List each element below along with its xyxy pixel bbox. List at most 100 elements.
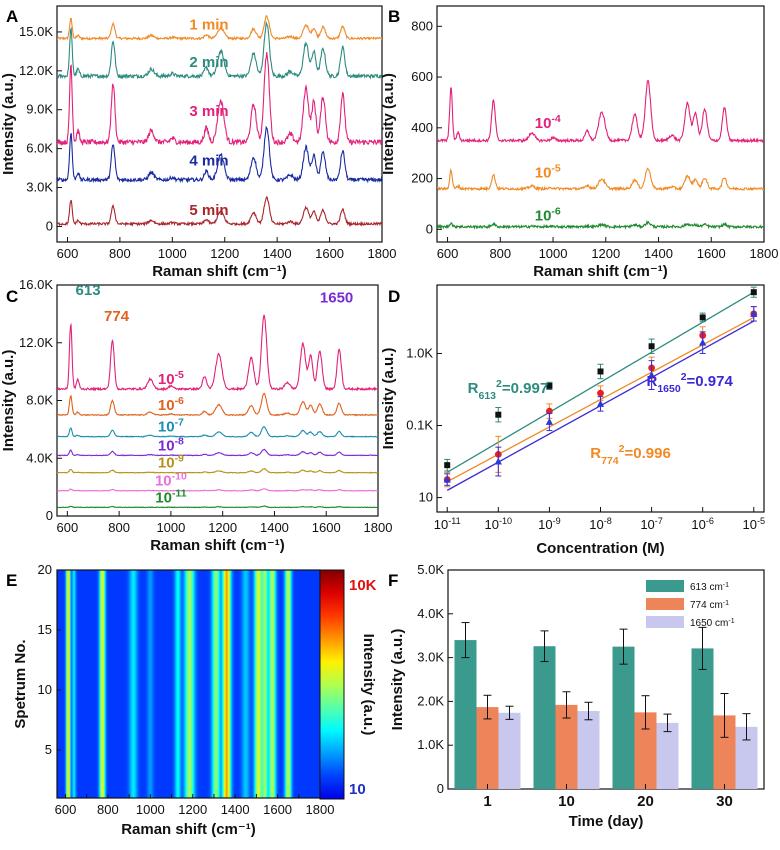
y-axis-title: Intensity (a.u.) (380, 348, 397, 450)
legend-label: 613 cm-1 (690, 582, 729, 594)
data-point (443, 475, 451, 483)
r-squared-label: R6132=0.997 (468, 378, 549, 402)
x-tick-label: 1800 (368, 246, 397, 261)
x-tick-label: 1000 (136, 802, 165, 817)
panel-e: 600 800 1000 1200 1400 1600 1800 5 10 15 20 Raman s… (12, 562, 377, 838)
data-point (494, 457, 502, 465)
series-label-c-part: 10 (155, 473, 172, 490)
legend-label: 1650 cm-1 (690, 618, 735, 630)
y-tick-label: 3.0K (26, 180, 53, 195)
legend-label-part: -1 (723, 582, 729, 589)
x-tick-label: 800 (489, 246, 511, 261)
data-point (750, 289, 757, 296)
x-tick-label-part: 10 (640, 517, 654, 532)
data-point (495, 411, 502, 418)
x-tick-label: 1400 (263, 246, 292, 261)
x-tick-label: 1000 (156, 520, 185, 535)
series-label-c-part: 10 (158, 419, 175, 436)
panel-c: 600 800 1000 1200 1400 1600 1800 0 4.0K 8.0K 12.0K… (0, 277, 392, 554)
spectrum-line-6 (57, 505, 378, 509)
y-tick-label: 400 (411, 120, 433, 135)
series-label-a: 4 min (189, 152, 228, 169)
x-tick-label: 10 (558, 793, 575, 810)
r-squared-label-part: 1650 (657, 383, 681, 395)
peak-label: 613 (76, 282, 101, 299)
series-label-a: 2 min (189, 54, 228, 71)
legend-label-part: -1 (728, 618, 734, 625)
x-tick-label: 10-8 (589, 516, 612, 532)
data-point (750, 309, 758, 317)
data-point (596, 399, 605, 407)
series-label-c-part: 10 (155, 489, 172, 506)
spectrum-line-2 (57, 426, 378, 438)
y-tick-label: 2.0K (417, 693, 444, 708)
series-label-c-part: -10 (172, 471, 187, 483)
x-axis-title: Raman shift (cm⁻¹) (150, 537, 285, 554)
series-label-a: 5 min (189, 202, 228, 219)
y-tick-label: 6.0K (26, 141, 53, 156)
x-tick-label: 10-10 (485, 516, 513, 532)
bar (656, 722, 679, 789)
heatmap-field (57, 570, 320, 798)
series-label-c-part: 10 (158, 437, 175, 454)
panel-b: 600 800 1000 1200 1400 1600 1800 0 200 400 600 800 R… (380, 5, 778, 280)
x-tick-label-part: -11 (448, 516, 460, 526)
colorbar-max-label: 10K (349, 577, 377, 594)
y-tick-label: 5.0K (417, 562, 444, 577)
r-squared-label-part: R (646, 373, 657, 390)
x-tick-label-part: -7 (655, 516, 663, 526)
series-label-c-part: -5 (175, 369, 184, 381)
colorbar (319, 569, 345, 800)
series-label-c-part: -8 (175, 435, 184, 447)
legend-label: 774 cm-1 (690, 600, 729, 612)
legend-label-part: -1 (723, 600, 729, 607)
y-tick-label: 0 (426, 221, 433, 236)
y-axis-title: Intensity (a.u.) (389, 629, 406, 731)
x-axis-title: Concentration (M) (536, 540, 664, 557)
plot-frame (56, 5, 383, 243)
series-label-b: 10-6 (535, 205, 561, 224)
x-tick-label: 1000 (539, 246, 568, 261)
colorbar-title: Intensity (a.u.) (360, 634, 377, 736)
series-label-b-part: 10 (535, 115, 552, 132)
legend-label-part: 1650 cm (690, 618, 728, 629)
x-tick-label: 1200 (591, 246, 620, 261)
x-tick-label: 10-9 (538, 516, 561, 532)
bar (476, 707, 499, 789)
series-label-a: 1 min (189, 16, 228, 33)
x-tick-label: 1400 (644, 246, 673, 261)
x-tick-label: 1 (483, 793, 491, 810)
bar (612, 646, 635, 789)
y-tick-label: 20 (38, 562, 52, 577)
y-tick-label: 1.0K (417, 737, 444, 752)
r-squared-label-part: 2 (496, 378, 502, 390)
y-axis-title: Intensity (a.u.) (380, 73, 397, 175)
legend-label-part: 613 cm (690, 582, 723, 593)
series-group (57, 14, 382, 227)
x-tick-label: 10-11 (434, 516, 461, 532)
x-tick-label: 1600 (263, 802, 292, 817)
spectrum-line-4 (57, 467, 378, 474)
series-label-b-part: -4 (551, 113, 560, 125)
x-tick-label: 800 (109, 246, 131, 261)
x-tick-label: 800 (108, 520, 130, 535)
series-label-b-part: 10 (535, 207, 552, 224)
y-tick-label: 1.0K (406, 345, 433, 360)
series-group (57, 314, 378, 509)
x-tick-label-part: 10 (743, 517, 757, 532)
x-axis-title: Time (day) (569, 813, 644, 830)
bar (533, 646, 556, 789)
x-tick-label: 1200 (210, 246, 239, 261)
x-tick-label-part: 10 (589, 517, 603, 532)
y-tick-label: 12.0K (19, 63, 53, 78)
x-axis-title: Raman shift (cm⁻¹) (152, 263, 287, 280)
y-tick-label: 15 (38, 622, 52, 637)
data-point (648, 343, 655, 350)
y-tick-label: 5 (45, 742, 52, 757)
series-label-c: 10-8 (158, 435, 184, 454)
x-tick-label: 1800 (364, 520, 393, 535)
y-tick-label: 0 (437, 781, 444, 796)
panel-letter-c: C (6, 287, 18, 306)
r-squared-label-part: =0.996 (625, 445, 671, 462)
panel-letter-b: B (388, 7, 400, 26)
